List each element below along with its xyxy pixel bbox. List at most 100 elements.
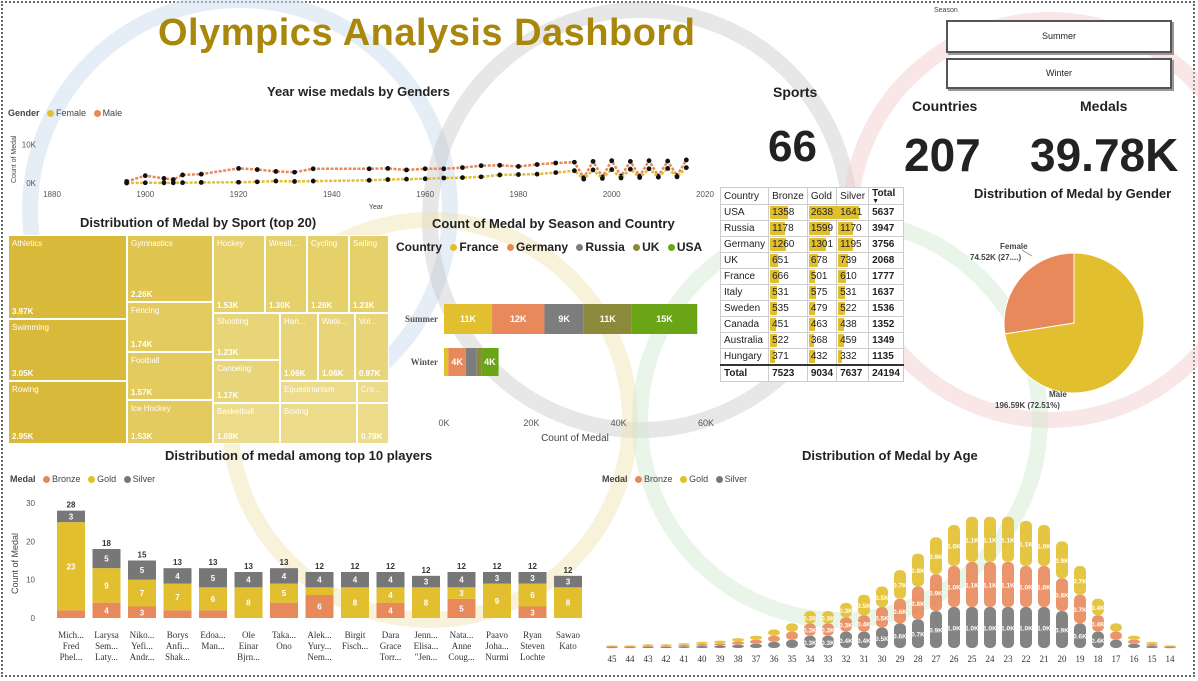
silver-column-header[interactable]: Silver [836,187,870,205]
players-bar-segment [376,587,405,603]
age-area-segment [966,516,978,562]
table-value-cell: 332 [836,348,870,366]
treemap-cell[interactable]: Wate... 1.06K [318,313,355,381]
treemap-cell[interactable]: Hockey 1.53K [213,235,265,313]
russia-legend-icon [576,244,584,252]
table-row[interactable]: UK 651 678 739 2068 [719,252,904,269]
season-bar-label: 9K [558,314,570,324]
treemap-cell[interactable]: Athletics 3.97K [8,235,127,319]
age-area-segment [984,607,996,648]
line-x-tick: 1880 [43,190,61,199]
players-bar-segment [163,568,192,584]
table-row[interactable]: Italy 531 575 531 1637 [719,284,904,301]
bronze-column-header[interactable]: Bronze [768,187,808,205]
table-value-cell: 651 [768,252,808,269]
table-cell-text: 459 [840,335,857,346]
age-gold-legend-icon [680,476,688,484]
treemap-cell[interactable]: Ice Hockey 1.53K [127,400,213,444]
age-area-chart[interactable]: 0.3K 0.3K 0.3K 0.3K 0.3K 0.3K 0.4K 0.3K 0.3K 0.4K… [604,490,1184,670]
players-bar-label: 4 [459,576,464,585]
line-point-male [366,166,372,172]
players-bar-label: 5 [211,574,216,583]
sports-card-value: 66 [768,122,817,171]
treemap-cell[interactable]: 0.78K [357,403,389,444]
table-row[interactable]: USA 1358 2638 1641 5637 [719,204,904,221]
line-point-female [627,166,633,172]
table-row[interactable]: Total 7523 9034 7637 24194 [719,364,904,382]
medal-table[interactable]: Country Bronze Gold Silver Total ▼ USA 135… [719,187,904,382]
table-cell-text: 1195 [840,239,862,250]
season-bar-label: 4K [451,357,463,367]
age-area-segment [894,570,906,599]
treemap-cell[interactable]: Fencing 1.74K [127,302,213,352]
treemap-cell[interactable]: Equestrianism [280,381,357,403]
age-x-tick: 17 [1112,654,1122,664]
season-bar-segment [481,348,499,376]
players-bar-segment [412,575,440,588]
summer-slicer-button[interactable]: Summer [946,20,1172,53]
table-cell-text: 1358 [772,207,795,218]
table-row[interactable]: Sweden 535 479 522 1536 [719,300,904,317]
table-row[interactable]: Australia 522 368 459 1349 [719,332,904,349]
season-x-tick: 40K [611,418,627,428]
female-legend-label: Female [56,108,87,118]
country-column-header[interactable]: Country [719,187,770,205]
treemap-cell[interactable]: Swimming 3.05K [8,319,127,381]
treemap-cell[interactable]: Cycling 1.26K [307,235,349,313]
countries-card-value: 207 [904,129,981,181]
players-x-label: Paavo [486,630,508,640]
table-row[interactable]: Russia 1178 1599 1170 3947 [719,220,904,237]
players-bar-segment [163,583,192,611]
line-point-female [170,180,176,186]
top-players-bar-chart[interactable]: Count of Medal 0 10 20 30 23 3 28 Mich...FredPhe… [6,490,596,670]
players-x-label: Man... [201,641,224,651]
age-x-tick: 27 [932,654,942,664]
age-area-segment [822,635,834,648]
treemap-cell[interactable]: Gymnastics 2.26K [127,235,213,302]
sport-treemap[interactable]: Athletics 3.97K Swimming 3.05K Rowing 2.95K Gy… [8,235,389,444]
treemap-cell[interactable]: Cro... [357,381,389,403]
table-row[interactable]: Canada 451 463 438 1352 [719,316,904,333]
players-total-label: 12 [564,566,573,575]
age-area-label: 1.1K [983,582,997,589]
winter-slicer-button[interactable]: Winter [946,58,1172,89]
treemap-cell[interactable]: Sailing 1.23K [349,235,389,313]
age-area-segment [696,641,708,644]
treemap-cell-value: 1.74K [131,340,153,349]
age-area-segment [894,598,906,624]
treemap-cell[interactable]: Rowing 2.95K [8,381,127,444]
male-legend-icon [93,110,101,118]
players-bar-segment [305,572,334,588]
treemap-cell[interactable]: Shooting 1.23K [213,313,280,360]
treemap-cell[interactable]: Football 1.57K [127,352,213,400]
players-bar-segment [128,560,156,580]
season-bar-legend: Country France Germany Russia UK USA [396,240,702,254]
age-area-label: 0.6K [1073,634,1087,641]
treemap-cell[interactable]: Vol... 0.97K [355,313,389,381]
treemap-cell-name: Han... [284,317,306,326]
treemap-cell[interactable]: Canoeing 1.17K [213,360,280,403]
treemap-cell[interactable]: Boxing [280,403,357,444]
players-y-tick: 30 [26,499,35,508]
treemap-cell[interactable]: Basketball 1.08K [213,403,280,444]
total-column-header[interactable]: Total ▼ [868,187,904,205]
season-country-bar-chart[interactable]: Summer 11K 12K 9K 11K 15K Winter 4K 4K 0K 20K 40K 60… [394,290,724,445]
table-row[interactable]: Hungary 371 432 332 1135 [719,348,904,366]
age-area-segment [1038,525,1050,566]
treemap-cell[interactable]: Wrestl... 1.30K [265,235,307,313]
treemap-cell[interactable]: Han... 1.06K [280,313,318,381]
gender-pie-chart[interactable] [960,210,1190,420]
age-area-segment [1056,611,1068,648]
age-area-segment [876,586,888,607]
table-cell-text: 1301 [810,239,834,250]
players-x-label: Laty... [95,652,118,662]
gold-column-header[interactable]: Gold [806,187,838,205]
year-medals-line-chart[interactable]: Count of Medal 0K 10K 1880 1900 1920 1940 1960 1… [8,125,718,215]
table-row[interactable]: France 666 501 610 1777 [719,268,904,285]
sort-desc-icon: ▼ [872,198,880,205]
players-x-label: Fred [63,641,80,651]
table-row[interactable]: Germany 1260 1301 1195 3756 [719,236,904,253]
table-data-bar [770,238,787,251]
season-bar-segment [583,304,632,334]
age-area-segment [840,617,852,632]
